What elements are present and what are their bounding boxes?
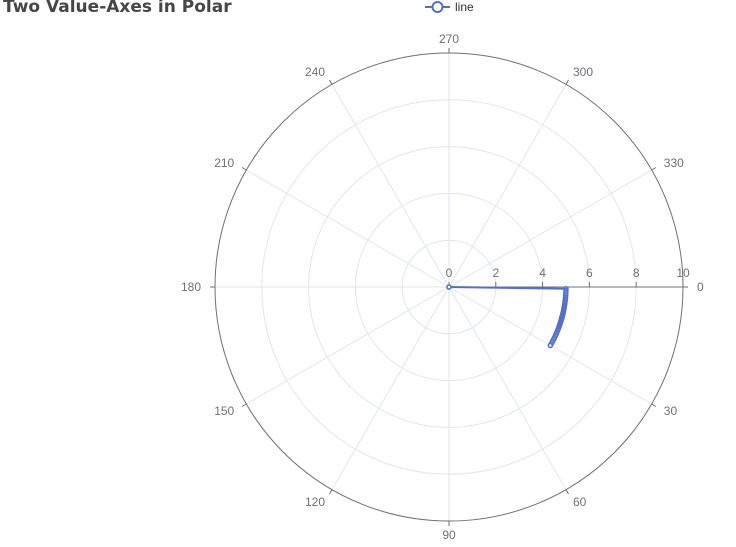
chart-title: Two Value-Axes in Polar — [3, 0, 232, 17]
radius-tick-label: 8 — [633, 266, 640, 280]
radius-tick-label: 10 — [676, 266, 690, 280]
grid-spoke — [331, 84, 450, 288]
grid-spoke — [246, 286, 450, 405]
grid-spoke — [448, 286, 567, 490]
angle-tick — [329, 79, 333, 85]
grid-spoke — [246, 169, 450, 288]
series-line[interactable] — [448, 286, 567, 346]
angle-tick-label: 90 — [442, 528, 456, 542]
angle-tick-label: 270 — [439, 32, 459, 46]
data-point[interactable] — [547, 342, 554, 349]
data-point[interactable] — [446, 284, 452, 290]
angle-tick — [329, 489, 333, 495]
grid-spoke — [448, 84, 567, 288]
angle-tick-label: 180 — [181, 280, 201, 294]
angle-tick — [241, 167, 247, 171]
radius-tick-label: 6 — [586, 266, 593, 280]
angle-tick-label: 210 — [214, 156, 234, 170]
angle-tick-label: 30 — [664, 404, 678, 418]
angle-tick-label: 330 — [664, 156, 684, 170]
angle-tick-label: 300 — [573, 65, 593, 79]
angle-tick-label: 240 — [305, 65, 325, 79]
angle-tick-label: 60 — [573, 495, 587, 509]
angle-tick — [565, 489, 569, 495]
radius-tick-label: 4 — [539, 266, 546, 280]
angle-tick — [565, 79, 569, 85]
angle-tick-label: 150 — [214, 404, 234, 418]
legend-label[interactable]: line — [455, 0, 474, 14]
radius-tick-label: 0 — [446, 266, 453, 280]
legend-marker-icon[interactable] — [431, 1, 444, 13]
radius-tick-label: 2 — [492, 266, 499, 280]
grid-spoke — [448, 169, 652, 288]
angle-tick-label: 120 — [305, 495, 325, 509]
grid-spoke — [331, 286, 450, 490]
angle-tick — [651, 167, 657, 171]
angle-tick — [241, 403, 247, 407]
angle-tick-label: 0 — [697, 280, 704, 294]
angle-tick — [651, 403, 657, 407]
